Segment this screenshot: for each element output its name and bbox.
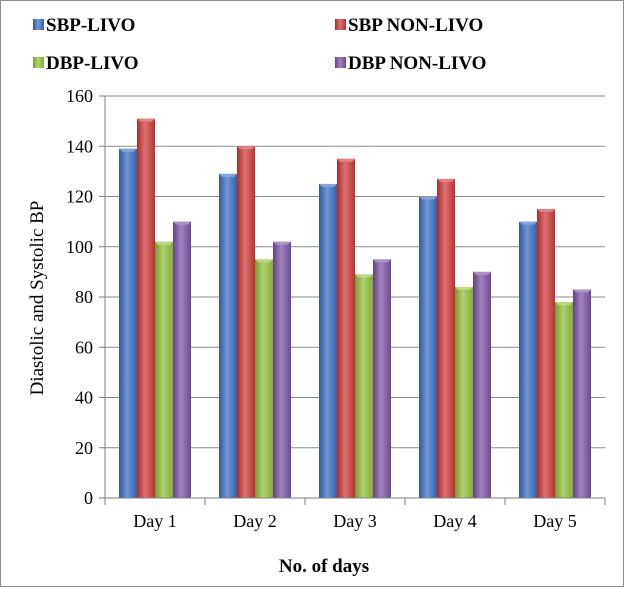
bar-top-bevel: [273, 241, 291, 245]
x-tick-label: Day 2: [233, 511, 277, 531]
legend-item: DBP NON-LIVO: [335, 53, 486, 74]
bar-top-bevel: [437, 178, 455, 182]
bar-dbp-non-livo-day-3: [373, 259, 391, 498]
bar-dbp-non-livo-day-1: [173, 221, 191, 498]
legend-label: SBP NON-LIVO: [348, 15, 483, 36]
tick-labels: 0 20 40 60 80 100 120 140 160 Day 1 Day 2 Day 3 Day …: [66, 86, 606, 531]
bar-dbp-livo-day-2: [255, 259, 273, 498]
y-tick-label: 160: [66, 86, 93, 106]
y-tick-label: 20: [75, 438, 93, 458]
bar-dbp-livo-day-4: [455, 286, 473, 498]
y-tick-label: 0: [84, 488, 93, 508]
bar-sbp-livo-day-4: [419, 196, 437, 498]
bar-top-bevel: [555, 302, 573, 306]
bar-top-bevel: [173, 221, 191, 225]
bar-top-bevel: [219, 173, 237, 177]
legend-label: DBP-LIVO: [46, 53, 139, 74]
legend-swatch: [33, 57, 44, 68]
bar-dbp-livo-day-5: [555, 302, 573, 498]
bar-top-bevel: [573, 289, 591, 293]
y-tick-label: 80: [75, 287, 93, 307]
bar-dbp-livo-day-1: [155, 241, 173, 498]
x-tick-label: Day 4: [433, 511, 477, 531]
bar-top-bevel: [155, 241, 173, 245]
bar-top-bevel: [419, 196, 437, 200]
x-tick-label: Day 3: [333, 511, 377, 531]
x-tick-label: Day 5: [533, 511, 577, 531]
bar-dbp-livo-day-3: [355, 274, 373, 498]
bar-top-bevel: [319, 183, 337, 187]
bar-top-bevel: [455, 286, 473, 290]
bar-top-bevel: [355, 274, 373, 278]
bar-top-bevel: [237, 146, 255, 150]
bar-top-bevel: [519, 221, 537, 225]
legend-item: SBP NON-LIVO: [335, 15, 483, 36]
y-tick-label: 100: [66, 237, 93, 257]
bar-sbp-non-livo-day-4: [437, 178, 455, 498]
bar-top-bevel: [337, 158, 355, 162]
bar-sbp-non-livo-day-5: [537, 209, 555, 498]
bar-top-bevel: [473, 271, 491, 275]
legend-swatch: [33, 19, 44, 30]
legend-label: SBP-LIVO: [46, 15, 135, 36]
legend-swatch: [335, 19, 346, 30]
bar-dbp-non-livo-day-4: [473, 271, 491, 498]
x-tick-label: Day 1: [133, 511, 177, 531]
bar-top-bevel: [119, 148, 137, 152]
y-tick-label: 60: [75, 337, 93, 357]
y-tick-label: 140: [66, 136, 93, 156]
bar-sbp-livo-day-3: [319, 183, 337, 498]
bar-top-bevel: [137, 118, 155, 122]
bar-sbp-livo-day-1: [119, 148, 137, 498]
bar-sbp-livo-day-5: [519, 221, 537, 498]
bar-dbp-non-livo-day-5: [573, 289, 591, 498]
legend-swatch: [335, 57, 346, 68]
bar-sbp-non-livo-day-1: [137, 118, 155, 499]
bar-top-bevel: [373, 259, 391, 263]
bar-top-bevel: [537, 209, 555, 213]
legend-item: DBP-LIVO: [33, 53, 139, 74]
bar-sbp-livo-day-2: [219, 173, 237, 498]
legend-label: DBP NON-LIVO: [348, 53, 486, 74]
bar-sbp-non-livo-day-3: [337, 158, 355, 498]
y-tick-label: 120: [66, 187, 93, 207]
bar-top-bevel: [255, 259, 273, 263]
y-tick-label: 40: [75, 388, 93, 408]
bar-dbp-non-livo-day-2: [273, 241, 291, 498]
legend: SBP-LIVO SBP NON-LIVO DBP-LIVO DBP NON-LIVO: [33, 15, 486, 74]
x-axis-title: No. of days: [279, 556, 369, 577]
legend-item: SBP-LIVO: [33, 15, 135, 36]
y-axis-title: Diastolic and Systolic BP: [27, 201, 48, 396]
bar-sbp-non-livo-day-2: [237, 146, 255, 498]
bars: [119, 118, 591, 499]
